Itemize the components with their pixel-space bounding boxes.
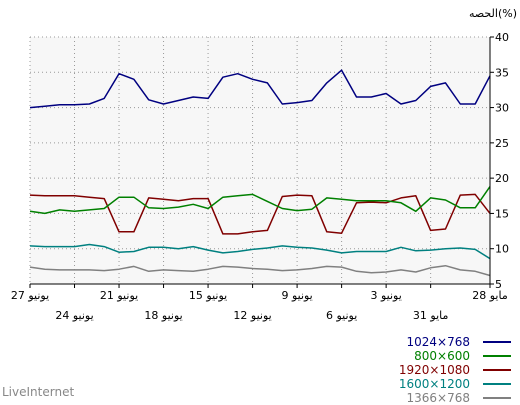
plot-background (30, 37, 490, 284)
y-tick-label: 35 (495, 66, 509, 79)
legend-label: 1024×768 (407, 335, 471, 349)
x-tick-label: 28 مايو (472, 289, 508, 302)
y-tick-label: 10 (495, 243, 509, 256)
x-tick-label: 9 يونيو (281, 289, 312, 302)
x-tick-label: 6 يونيو (326, 309, 357, 322)
x-ticks: 28 مايو 3 يونيو 9 يونيو 15 يونيو 21 يونيو 27 … (11, 284, 508, 322)
x-tick-label: 21 يونيو (100, 289, 138, 302)
y-tick-label: 15 (495, 207, 509, 220)
brand-label: LiveInternet (2, 385, 75, 399)
x-tick-label: 15 يونيو (189, 289, 227, 302)
x-tick-label: 31 مايو (413, 309, 449, 322)
grid (29, 36, 490, 284)
series-line (29, 186, 491, 215)
legend-label: 800×600 (414, 349, 470, 363)
y-tick-label: 40 (495, 31, 509, 44)
legend: 1024×768800×6001920×10801600×12001366×76… (399, 335, 511, 405)
series-line (29, 243, 491, 260)
legend-label: 1366×768 (407, 391, 471, 405)
y-tick-label: 5 (495, 278, 502, 291)
series-line (29, 193, 491, 235)
x-tick-label: 3 يونيو (370, 289, 401, 302)
legend-label: 1920×1080 (399, 363, 470, 377)
y-axis-label: الحصه(%) (469, 7, 517, 20)
y-tick-label: 20 (495, 172, 509, 185)
legend-label: 1600×1200 (399, 377, 470, 391)
x-tick-label: 18 يونيو (144, 309, 182, 322)
x-tick-label: 12 يونيو (233, 309, 271, 322)
series-lines (29, 69, 491, 277)
series-line (29, 264, 491, 277)
x-tick-label: 24 يونيو (55, 309, 93, 322)
y-tick-label: 25 (495, 137, 509, 150)
y-tick-label: 30 (495, 102, 509, 115)
x-tick-label: 27 يونيو (11, 289, 49, 302)
series-line (29, 69, 491, 109)
y-ticks: 5 10 15 20 25 30 35 40 (490, 31, 509, 291)
